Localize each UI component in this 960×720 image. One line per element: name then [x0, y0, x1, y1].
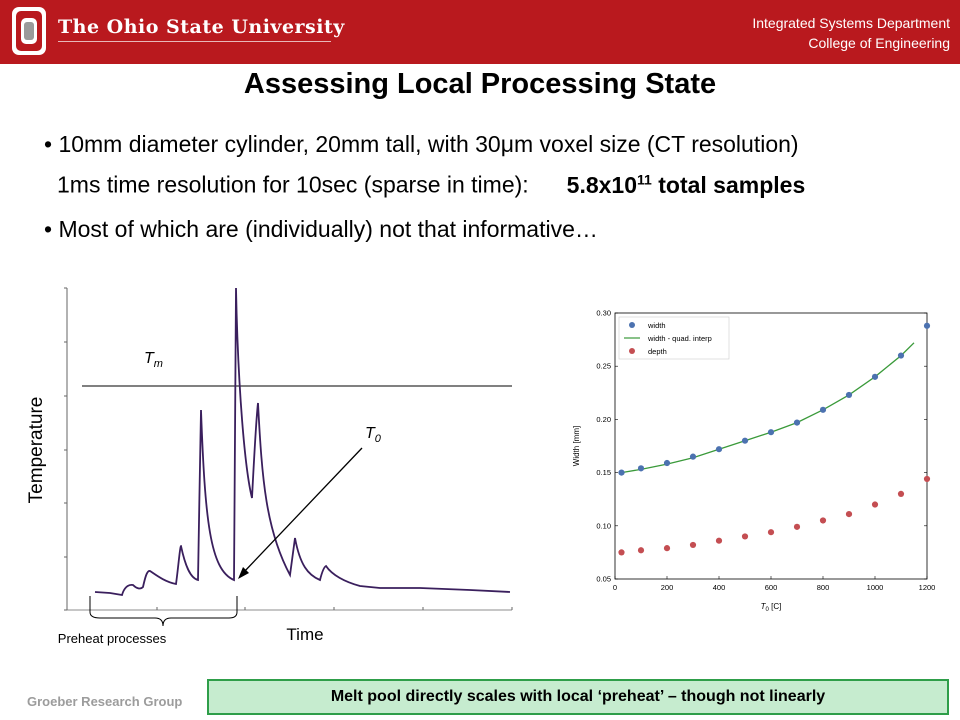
- bullet-time-resolution: 1ms time resolution for 10sec (sparse in…: [57, 171, 805, 199]
- data-point-width: [819, 406, 827, 413]
- data-point-width: [741, 437, 749, 444]
- total-samples: 5.8x1011 total samples: [566, 171, 806, 198]
- samples-tail: total samples: [651, 171, 806, 198]
- t0-label: T0: [365, 425, 382, 445]
- y-tick-label: 0.15: [596, 468, 611, 477]
- bullet-cylinder: • 10mm diameter cylinder, 20mm tall, wit…: [44, 131, 799, 157]
- legend-width-marker: [629, 322, 635, 328]
- t0-arrow: [242, 447, 363, 574]
- x-axis-label: Time: [286, 625, 323, 644]
- chart-ticks: 0 200 400 600 800 1000 1200 0.05 0.10 0.15 0.20 0.2…: [596, 309, 935, 593]
- data-point-depth: [663, 545, 671, 552]
- y-tick-label: 0.30: [596, 309, 611, 318]
- preheat-brace: [89, 596, 238, 627]
- x-tick-label: 200: [661, 583, 674, 592]
- conclusion-callout: Melt pool directly scales with local ‘pr…: [207, 679, 949, 715]
- university-rule: [58, 41, 331, 42]
- width-depth-chart: 0 200 400 600 800 1000 1200 0.05 0.10 0.15 0.20 0.2…: [572, 309, 935, 614]
- data-point-depth: [871, 501, 879, 508]
- data-point-width: [923, 322, 931, 329]
- x-tick-label: 1000: [867, 583, 884, 592]
- chart-y-label: Width [mm]: [572, 426, 581, 466]
- data-point-depth: [715, 537, 723, 544]
- data-point-width: [871, 373, 879, 380]
- data-point-depth: [618, 549, 625, 556]
- data-point-width: [637, 465, 645, 472]
- x-tick-label: 0: [613, 583, 617, 592]
- x-tick-label: 600: [765, 583, 778, 592]
- samples-exponent: 11: [637, 171, 652, 187]
- data-point-width: [897, 352, 905, 359]
- x-tick-label: 800: [817, 583, 830, 592]
- data-point-depth: [767, 529, 775, 536]
- legend-depth: depth: [648, 347, 667, 356]
- y-axis-label: Temperature: [26, 397, 47, 504]
- university-name: The Ohio State University: [58, 16, 345, 38]
- data-point-depth: [845, 510, 853, 518]
- department-line: Integrated Systems Department: [752, 15, 950, 31]
- data-point-width: [767, 429, 775, 436]
- data-point-width: [845, 391, 853, 399]
- preheat-label: Preheat processes: [58, 631, 167, 646]
- data-point-depth: [689, 541, 697, 549]
- college-line: College of Engineering: [808, 35, 950, 51]
- header-bar: The Ohio State University Integrated Sys…: [0, 0, 960, 64]
- data-point-width: [689, 453, 697, 460]
- legend-depth-marker: [629, 348, 635, 354]
- time-resolution-text: 1ms time resolution for 10sec (sparse in…: [57, 171, 529, 198]
- chart-legend: width width - quad. interp depth: [618, 316, 730, 360]
- y-tick-label: 0.05: [596, 575, 611, 584]
- research-group-label: Groeber Research Group: [27, 694, 183, 709]
- data-point-depth: [819, 517, 827, 524]
- data-point-width: [663, 459, 671, 467]
- points-layer: [618, 322, 931, 556]
- data-point-depth: [793, 523, 801, 530]
- ohio-state-logo: [12, 7, 46, 55]
- data-point-width: [793, 419, 801, 426]
- series-line-1: [621, 342, 915, 474]
- y-tick-label: 0.25: [596, 362, 611, 371]
- tm-label: Tm: [144, 350, 163, 370]
- chart-x-label: T0 [C]: [761, 602, 782, 613]
- data-point-depth: [923, 475, 931, 483]
- legend-interp: width - quad. interp: [647, 334, 712, 343]
- bullet-informative: • Most of which are (individually) not t…: [44, 216, 598, 242]
- data-point-depth: [741, 533, 749, 540]
- data-point-depth: [637, 547, 645, 554]
- data-point-width: [618, 469, 625, 476]
- samples-base: 5.8x10: [566, 171, 638, 198]
- y-tick-label: 0.20: [596, 415, 611, 424]
- data-point-width: [715, 446, 723, 453]
- data-point-depth: [897, 490, 905, 497]
- t0-arrowhead: [238, 567, 249, 579]
- y-tick-label: 0.10: [596, 521, 611, 530]
- interp-line-layer: [621, 342, 915, 474]
- legend-width: width: [647, 321, 666, 330]
- x-tick-label: 1200: [919, 583, 936, 592]
- temperature-history-plot: Tm T0 Temperature Time Preheat processes: [26, 287, 513, 646]
- slide-title: Assessing Local Processing State: [243, 68, 717, 100]
- department-block: Integrated Systems Department College of…: [752, 13, 950, 53]
- temperature-curve: [94, 287, 511, 597]
- x-tick-label: 400: [713, 583, 726, 592]
